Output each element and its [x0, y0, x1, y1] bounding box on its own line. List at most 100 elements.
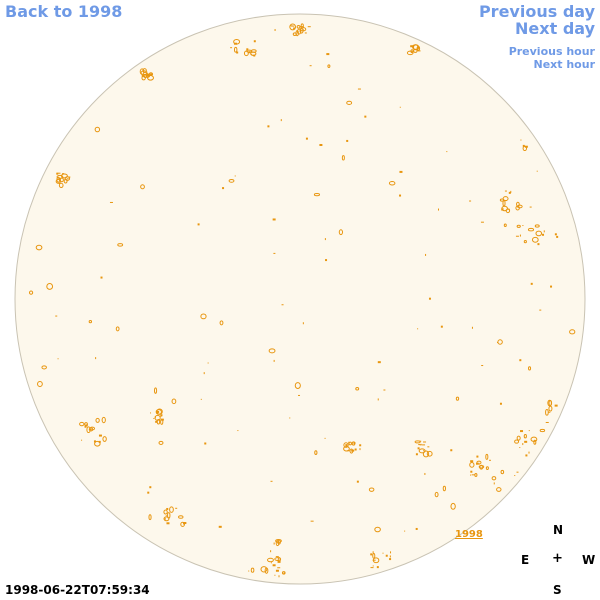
contour-speck — [347, 450, 351, 452]
contour-speck — [528, 451, 530, 454]
compass-west: W — [582, 553, 596, 567]
contour-speck — [79, 421, 85, 427]
contour-speck — [94, 440, 101, 447]
contour-speck — [523, 433, 527, 439]
contour-speck — [273, 542, 275, 545]
contour-speck — [537, 243, 540, 246]
contour-speck — [171, 398, 177, 405]
contour-speck — [81, 439, 83, 441]
contour-speck — [474, 473, 478, 477]
contour-speck — [109, 201, 113, 203]
contour-speck — [545, 409, 549, 416]
contour-speck — [280, 119, 282, 122]
contour-speck — [497, 339, 503, 345]
compass-center: + — [552, 551, 563, 566]
contour-speck — [183, 522, 187, 525]
contour-speck — [270, 550, 272, 553]
contour-speck — [219, 320, 224, 326]
contour-speck — [237, 430, 239, 432]
contour-speck — [424, 472, 426, 475]
contour-speck — [450, 502, 456, 510]
contour-speck — [236, 51, 239, 54]
previous-hour-link[interactable]: Previous hour — [508, 45, 595, 58]
contour-speck — [148, 514, 152, 521]
contour-speck — [418, 448, 426, 454]
contour-speck — [539, 309, 542, 311]
contour-speck — [28, 290, 34, 295]
contour-speck — [250, 567, 255, 573]
contour-speck — [533, 439, 537, 445]
contour-speck — [514, 475, 516, 477]
contour-speck — [476, 455, 479, 458]
contour-speck — [102, 436, 107, 442]
contour-speck — [41, 365, 47, 370]
contour-speck — [539, 428, 546, 433]
contour-speck — [519, 234, 521, 237]
contour-speck — [324, 238, 326, 241]
contour-speck — [516, 201, 520, 207]
contour-speck — [502, 208, 504, 211]
contour-speck — [98, 440, 101, 443]
contour-speck — [530, 282, 533, 285]
back-to-year-link[interactable]: Back to 1998 — [5, 2, 123, 21]
contour-speck — [496, 487, 502, 492]
contour-speck — [296, 25, 301, 29]
next-day-link[interactable]: Next day — [515, 19, 595, 38]
contour-speck — [153, 387, 158, 394]
contour-speck — [169, 506, 174, 513]
contour-speck — [516, 224, 521, 228]
contour-speck — [522, 145, 528, 152]
contour-speck — [268, 348, 276, 354]
contour-speck — [353, 442, 356, 445]
contour-speck — [372, 559, 376, 561]
contour-speck — [197, 223, 200, 226]
contour-speck — [100, 276, 103, 279]
contour-speck — [275, 569, 279, 572]
contour-speck — [399, 194, 402, 197]
contour-speck — [274, 28, 276, 31]
contour-speck — [527, 227, 535, 232]
contour-speck — [481, 365, 484, 367]
contour-speck — [147, 75, 154, 81]
contour-speck — [346, 100, 353, 105]
contour-speck — [359, 448, 361, 451]
previous-day-link[interactable]: Previous day — [478, 2, 595, 21]
contour-speck — [446, 151, 448, 153]
contour-speck — [510, 190, 512, 193]
contour-speck — [372, 551, 374, 554]
year-label[interactable]: 1998 — [455, 529, 483, 540]
contour-speck — [338, 229, 344, 236]
contour-speck — [508, 191, 511, 194]
contour-speck — [146, 73, 150, 76]
contour-speck — [470, 460, 474, 463]
contour-speck — [57, 358, 59, 360]
contour-speck — [470, 470, 473, 473]
contour-speck — [485, 466, 489, 470]
contour-speck — [166, 507, 169, 510]
contour-speck — [382, 552, 384, 554]
contour-speck — [327, 64, 331, 68]
contour-speck — [488, 459, 491, 461]
contour-speck — [356, 480, 359, 483]
contour-speck — [267, 557, 274, 563]
contour-speck — [56, 176, 61, 183]
contour-speck — [376, 566, 379, 569]
contour-speck — [383, 389, 386, 391]
contour-speck — [493, 482, 495, 485]
compass-east: E — [521, 553, 530, 567]
contour-speck — [542, 233, 545, 236]
magnetogram-contours — [28, 23, 576, 578]
contour-speck — [505, 208, 511, 214]
contour-speck — [94, 126, 101, 133]
next-hour-link[interactable]: Next hour — [533, 58, 596, 71]
contour-speck — [499, 402, 502, 405]
contour-speck — [440, 325, 443, 328]
contour-speck — [357, 88, 361, 90]
contour-speck — [55, 315, 58, 317]
contour-speck — [548, 411, 551, 413]
contour-speck — [278, 575, 280, 578]
contour-speck — [470, 474, 472, 476]
contour-speck — [455, 396, 460, 401]
contour-speck — [203, 372, 205, 375]
